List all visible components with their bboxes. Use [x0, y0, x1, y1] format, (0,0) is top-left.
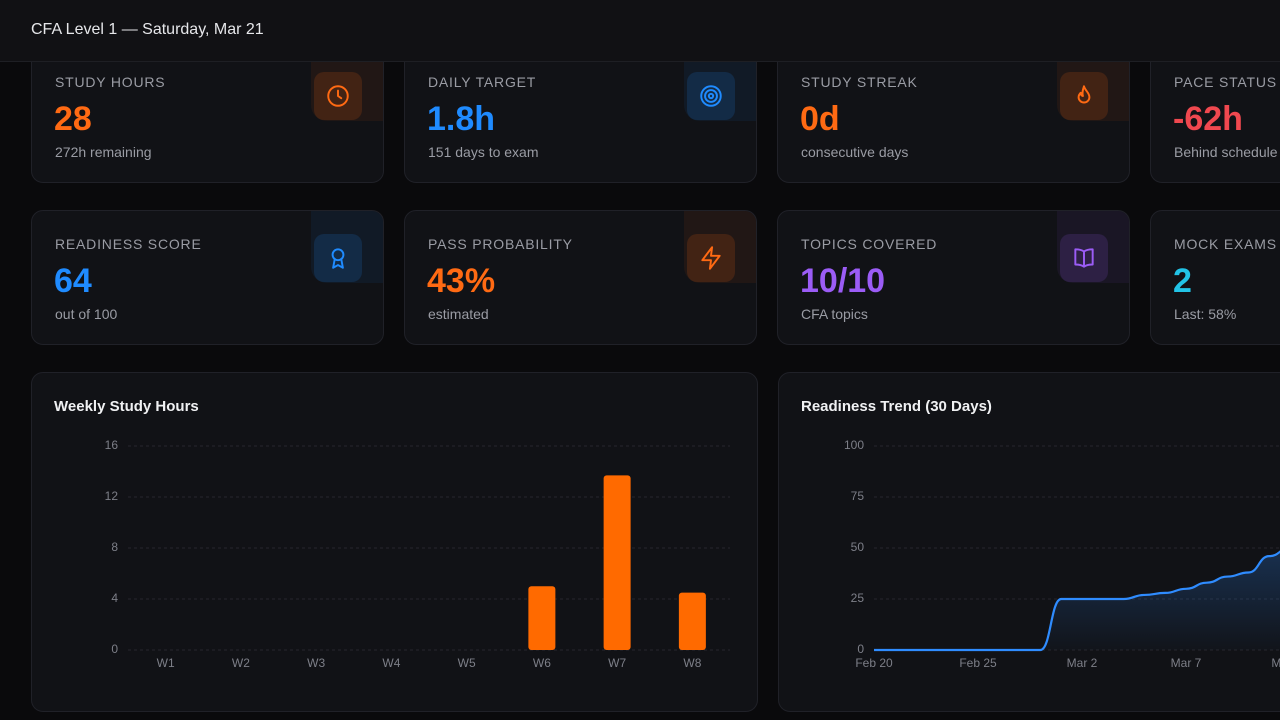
x-tick-label: Mar 7 [1171, 656, 1202, 670]
stat-label: READINESS SCORE [55, 236, 202, 252]
x-tick-label: W4 [382, 656, 400, 670]
icon-glow [1057, 211, 1129, 283]
x-tick-label: W1 [157, 656, 175, 670]
stat-value: 28 [54, 100, 92, 138]
y-tick-label: 100 [844, 438, 864, 452]
x-tick-label: W5 [458, 656, 476, 670]
stat-value: 43% [427, 262, 496, 300]
stat-note: 272h remaining [55, 144, 152, 160]
line [873, 550, 1280, 652]
stat-label: TOPICS COVERED [801, 236, 938, 252]
stat-card: STUDY HOURS 28 272h remaining [31, 48, 384, 183]
icon [331, 248, 345, 269]
bar [678, 592, 706, 650]
icon-glow [311, 211, 383, 283]
y-tick-label: 75 [851, 489, 865, 503]
stat-label: PACE STATUS [1174, 74, 1277, 90]
stat-value: 2 [1173, 262, 1192, 300]
stat-icon [687, 234, 735, 282]
stat-label: DAILY TARGET [428, 74, 537, 90]
x-tick-label: Mar 2 [1067, 656, 1098, 670]
y-tick-label: 8 [111, 540, 118, 554]
x-tick-label: W7 [608, 656, 626, 670]
y-tick-label: 12 [105, 489, 119, 503]
stat-card: PASS PROBABILITY 43% estimated [404, 210, 757, 345]
stat-card: STUDY STREAK 0d consecutive days [777, 48, 1130, 183]
bar [528, 586, 556, 650]
x-tick-label: W8 [683, 656, 701, 670]
x-tick-label: W2 [232, 656, 250, 670]
stat-label: MOCK EXAMS [1174, 236, 1277, 252]
stat-value: 10/10 [800, 262, 886, 300]
stat-value: 0d [800, 100, 840, 138]
x-tick-label: Feb 20 [855, 656, 893, 670]
stat-value: -62h [1173, 100, 1243, 138]
stat-card: READINESS SCORE 64 out of 100 [31, 210, 384, 345]
stat-value: 1.8h [427, 100, 496, 138]
icon [1077, 85, 1091, 104]
y-tick-label: 16 [105, 438, 119, 452]
chart-panel [778, 372, 1280, 712]
line-area [874, 551, 1280, 650]
bar [603, 475, 631, 650]
stat-card: MOCK EXAMS 2 Last: 58% [1150, 210, 1280, 345]
stat-note: Behind schedule [1174, 144, 1278, 160]
stat-value: 64 [54, 262, 92, 300]
y-tick-label: 0 [111, 642, 118, 656]
y-tick-label: 0 [857, 642, 864, 656]
icon [327, 85, 349, 107]
chart-panel [31, 372, 758, 712]
stat-icon [1060, 234, 1108, 282]
stat-icon [1060, 72, 1108, 120]
stat-icon [687, 72, 735, 120]
chart-title: Weekly Study Hours [54, 398, 199, 415]
stat-icon [314, 72, 362, 120]
icon [1074, 248, 1094, 268]
stat-note: Last: 58% [1174, 306, 1237, 322]
stat-label: STUDY HOURS [55, 74, 166, 90]
icon [700, 85, 722, 107]
top-bar: CFA Level 1 — Saturday, Mar 21 [0, 0, 1280, 62]
y-tick-label: 25 [851, 591, 865, 605]
x-tick-label: W6 [533, 656, 551, 670]
icon-glow [684, 211, 756, 283]
stat-note: CFA topics [801, 306, 868, 322]
x-tick-label: Mar 12 [1271, 656, 1280, 670]
stat-note: 151 days to exam [428, 144, 539, 160]
stat-note: consecutive days [801, 144, 909, 160]
stat-label: PASS PROBABILITY [428, 236, 573, 252]
stat-icon [314, 234, 362, 282]
y-tick-label: 50 [851, 540, 865, 554]
x-tick-label: Feb 25 [959, 656, 997, 670]
stat-card: TOPICS COVERED 10/10 CFA topics [777, 210, 1130, 345]
y-tick-label: 4 [111, 591, 118, 605]
icon [701, 246, 721, 270]
x-tick-label: W3 [307, 656, 325, 670]
stat-label: STUDY STREAK [801, 74, 918, 90]
stat-card: PACE STATUS -62h Behind schedule [1150, 48, 1280, 183]
chart-title: Readiness Trend (30 Days) [801, 398, 992, 415]
stat-note: estimated [428, 306, 489, 322]
stat-note: out of 100 [55, 306, 118, 322]
page-title: CFA Level 1 — Saturday, Mar 21 [31, 21, 264, 38]
